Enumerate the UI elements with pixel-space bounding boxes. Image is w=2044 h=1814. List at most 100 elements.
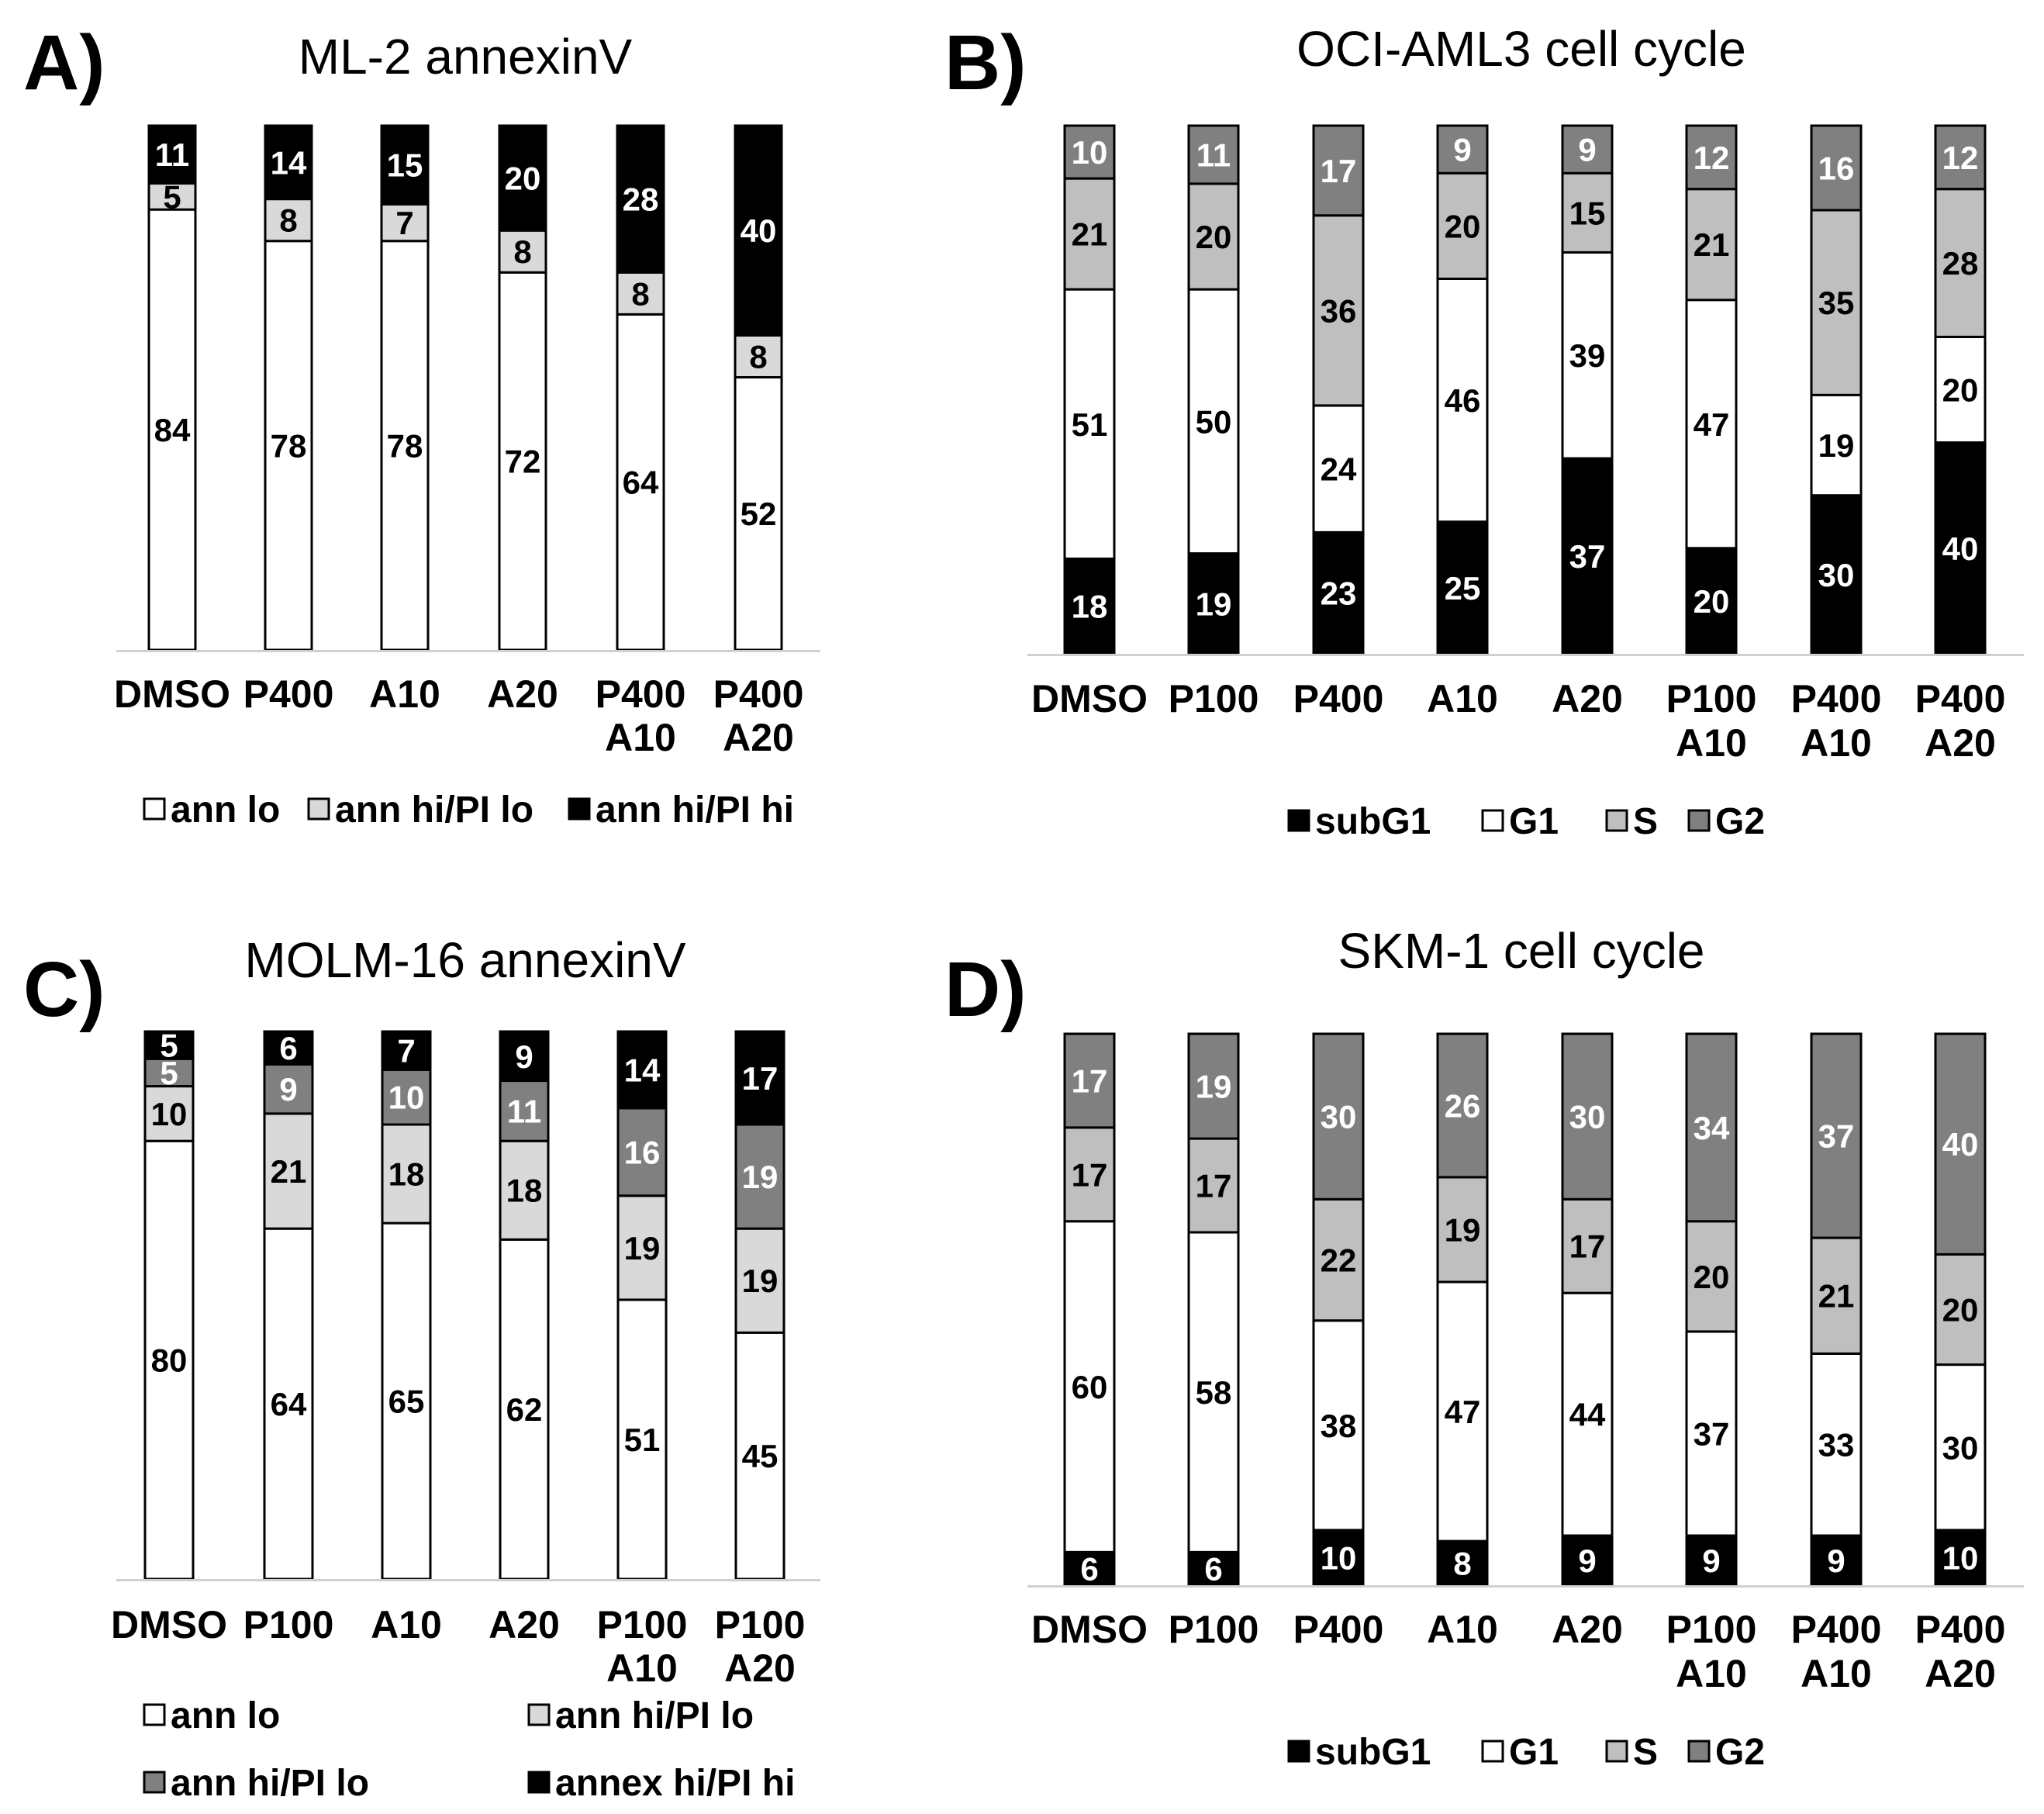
legend-swatch — [568, 797, 591, 821]
data-label: 11 — [1196, 136, 1231, 173]
data-label: 17 — [1072, 1156, 1108, 1193]
data-label: 26 — [1445, 1087, 1481, 1124]
data-label: 64 — [623, 465, 659, 501]
x-tick-label: P400 — [243, 672, 334, 716]
data-label: 80 — [151, 1342, 188, 1379]
x-tick-label: A20 — [723, 716, 794, 759]
panel-label: D) — [944, 946, 1027, 1033]
data-label: 10 — [1072, 134, 1108, 171]
bar-segment — [1685, 547, 1738, 655]
x-tick-label: A10 — [369, 672, 440, 716]
bar-segment — [1810, 393, 1863, 497]
data-label: 20 — [1694, 583, 1730, 620]
data-label: 45 — [742, 1438, 779, 1474]
bar-segment — [616, 1107, 668, 1197]
data-label: 30 — [1818, 557, 1855, 593]
bar-segment — [1436, 1176, 1489, 1284]
bar-segment — [1436, 171, 1489, 280]
bar-segment — [1685, 124, 1738, 191]
legend-swatch — [1481, 809, 1504, 832]
data-label: 20 — [505, 161, 541, 197]
bar-segment — [263, 1030, 314, 1066]
legend-label: subG1 — [1315, 1732, 1431, 1773]
legend-label: ann lo — [171, 1695, 280, 1736]
data-label: 21 — [1072, 216, 1108, 253]
bar-segment — [1436, 1539, 1489, 1587]
legend-swatch — [143, 797, 166, 821]
data-label: 8 — [279, 202, 297, 239]
bar-segment — [1685, 1032, 1738, 1223]
data-label: 19 — [742, 1263, 779, 1299]
x-tick-label: P100 — [243, 1603, 334, 1646]
data-label: 40 — [741, 212, 777, 249]
bar-segment — [1312, 1032, 1365, 1201]
bar-segment — [1810, 124, 1863, 212]
x-tick-label: A10 — [1676, 1652, 1747, 1695]
data-label: 30 — [1321, 1099, 1357, 1135]
data-label: 18 — [388, 1156, 425, 1193]
bar-segment — [263, 1062, 314, 1115]
bar-segment — [734, 1030, 785, 1126]
x-tick-label: P400 — [1791, 1608, 1882, 1651]
legend-label: ann hi/PI hi — [596, 790, 794, 831]
chart-title: ML-2 annexinV — [299, 29, 633, 85]
data-label: 8 — [749, 338, 767, 375]
data-label: 5 — [160, 1028, 178, 1064]
data-label: 51 — [624, 1422, 661, 1458]
legend-swatch — [1687, 809, 1711, 832]
chart-title: MOLM-16 annexinV — [244, 932, 685, 988]
chart-panel-2: C) MOLM-16 annexinV 80 10 55 DMSO 64 21 9 6 P100 65… — [23, 932, 820, 1804]
bar-segment — [1934, 124, 1987, 191]
data-label: 64 — [271, 1386, 307, 1422]
data-label: 60 — [1072, 1369, 1108, 1405]
data-label: 12 — [1942, 140, 1979, 176]
data-label: 20 — [1196, 219, 1232, 255]
data-label: 10 — [1321, 1539, 1357, 1576]
data-label: 19 — [624, 1230, 661, 1266]
legend-swatch — [143, 1771, 166, 1794]
bar-segment — [1934, 188, 1987, 338]
bar-segment — [381, 1123, 432, 1225]
x-tick-label: P400 — [1915, 677, 2006, 720]
x-tick-label: DMSO — [114, 672, 230, 716]
data-label: 9 — [1578, 1543, 1596, 1579]
data-label: 8 — [631, 275, 649, 312]
data-label: 23 — [1321, 575, 1357, 612]
bar-segment — [264, 198, 313, 243]
bar-segment — [1685, 299, 1738, 550]
data-label: 30 — [1569, 1099, 1606, 1135]
data-label: 19 — [1196, 586, 1232, 622]
data-label: 52 — [741, 496, 777, 532]
legend-swatch — [143, 1703, 166, 1726]
bar-segment — [1187, 1231, 1240, 1553]
bar-segment — [734, 1227, 785, 1334]
chart-panel-3: D) SKM-1 cell cycle 6 60 17 17 DMSO 6 58 17 19 P100… — [944, 923, 2024, 1773]
data-label: 20 — [1942, 1292, 1979, 1329]
data-label: 18 — [1072, 589, 1108, 625]
data-label: 15 — [1569, 195, 1606, 231]
x-tick-label: A10 — [1801, 721, 1872, 765]
data-label: 33 — [1818, 1427, 1855, 1463]
legend-label: G1 — [1509, 801, 1559, 842]
bar-segment — [1561, 171, 1614, 254]
x-tick-label: A20 — [1552, 677, 1623, 720]
bar-segment — [263, 1112, 314, 1230]
data-label: 17 — [1321, 153, 1357, 189]
x-tick-label: A10 — [606, 1646, 678, 1690]
bar-segment — [143, 1030, 195, 1060]
legend-label: ann hi/PI lo — [335, 790, 533, 831]
legend-label: ann hi/PI lo — [555, 1695, 754, 1736]
data-label: 14 — [271, 144, 307, 181]
bar-segment — [1934, 335, 1987, 444]
data-label: 6 — [1204, 1551, 1222, 1588]
data-label: 34 — [1694, 1110, 1730, 1146]
x-tick-label: P400 — [1915, 1608, 2006, 1651]
data-label: 10 — [388, 1080, 425, 1116]
legend-label: annex hi/PI hi — [555, 1763, 795, 1804]
bar-segment — [1187, 1032, 1240, 1140]
data-label: 35 — [1818, 285, 1855, 321]
x-tick-label: A10 — [1676, 721, 1747, 765]
bar-segment — [143, 1085, 195, 1142]
bar-segment — [1187, 182, 1240, 291]
bar-segment — [1187, 552, 1240, 655]
